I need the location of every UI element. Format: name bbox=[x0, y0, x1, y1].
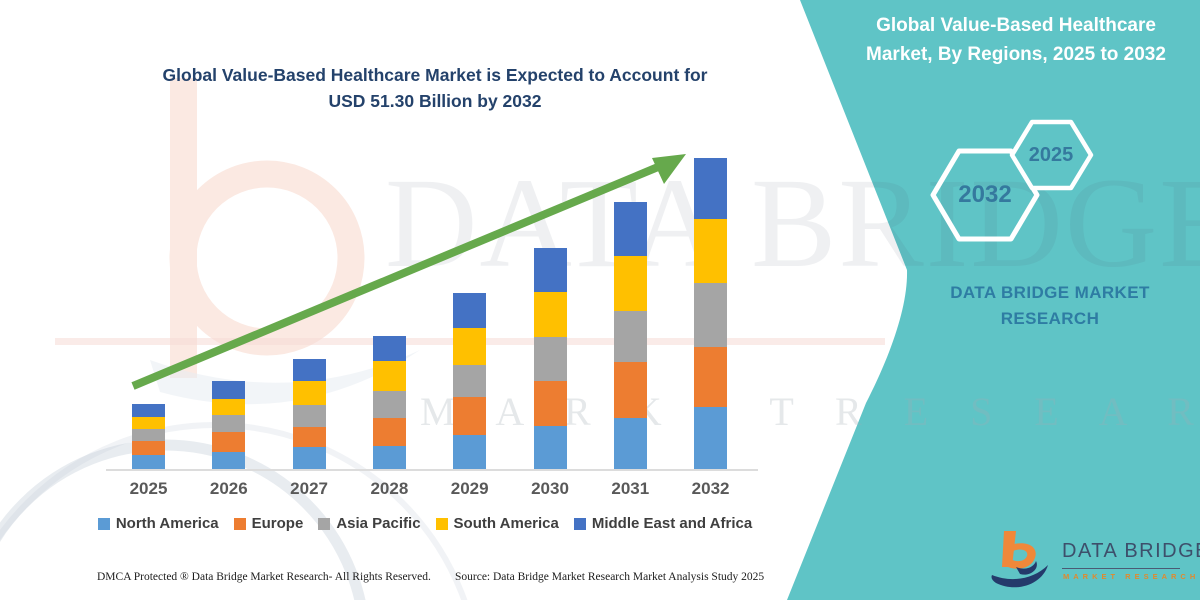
x-axis-label-2025: 2025 bbox=[129, 479, 168, 498]
logo-subtitle-text: MARKET RESEARCH bbox=[1063, 572, 1200, 581]
x-axis-label-2029: 2029 bbox=[450, 479, 489, 498]
x-axis-label-2026: 2026 bbox=[209, 479, 248, 498]
x-axis-line bbox=[106, 469, 758, 471]
side-panel-heading-line1: Global Value-Based Healthcare bbox=[876, 15, 1156, 36]
side-panel-heading-line2: Market, By Regions, 2025 to 2032 bbox=[866, 43, 1166, 65]
chart-title: Global Value-Based Healthcare Market is … bbox=[95, 62, 775, 115]
x-axis-label-2032: 2032 bbox=[691, 479, 730, 498]
legend-swatch bbox=[233, 517, 246, 530]
legend-item-middle-east-and-africa: Middle East and Africa bbox=[573, 515, 753, 532]
legend-label: North America bbox=[115, 515, 219, 532]
brand-wordmark-line1: DATA BRIDGE MARKET bbox=[950, 283, 1150, 302]
logo-name-text: DATA BRIDGE bbox=[1062, 540, 1200, 569]
legend-swatch bbox=[573, 517, 586, 530]
logo-swoosh-inner bbox=[1016, 561, 1037, 575]
hexagon-2032 bbox=[930, 148, 1040, 242]
growth-arrow-shaft bbox=[131, 163, 660, 390]
chart-legend: North America Europe Asia Pacific South Ame… bbox=[85, 515, 765, 532]
legend-label: Europe bbox=[251, 515, 304, 532]
legend-label: Asia Pacific bbox=[336, 515, 421, 532]
side-panel-heading: Global Value-Based Healthcare Market, By… bbox=[838, 12, 1194, 69]
legend-item-europe: Europe bbox=[233, 515, 304, 532]
footer-copyright: DMCA Protected ® Data Bridge Market Rese… bbox=[97, 571, 431, 583]
footer-source: Source: Data Bridge Market Research Mark… bbox=[455, 571, 765, 583]
x-axis-label-2031: 2031 bbox=[611, 479, 650, 498]
legend-swatch bbox=[435, 517, 448, 530]
hexagon-2025-label: 2025 bbox=[1028, 144, 1074, 166]
growth-arrow-head bbox=[652, 154, 686, 184]
brand-wordmark: DATA BRIDGE MARKET RESEARCH bbox=[920, 280, 1180, 333]
watermark-circle-1 bbox=[0, 439, 366, 600]
hexagon-2025 bbox=[1009, 119, 1094, 191]
hexagon-2032-label: 2032 bbox=[958, 181, 1012, 208]
legend-item-north-america: North America bbox=[97, 515, 219, 532]
legend-label: Middle East and Africa bbox=[591, 515, 753, 532]
legend-swatch bbox=[318, 517, 331, 530]
x-axis-label-2027: 2027 bbox=[290, 479, 328, 498]
logo-b-bowl bbox=[1008, 543, 1036, 569]
x-axis-label-2030: 2030 bbox=[531, 479, 569, 498]
logo-swoosh bbox=[991, 565, 1048, 588]
legend-label: South America bbox=[453, 515, 559, 532]
legend-swatch bbox=[97, 517, 110, 530]
chart-title-line2: USD 51.30 Billion by 2032 bbox=[328, 91, 542, 112]
legend-item-south-america: South America bbox=[435, 515, 559, 532]
data-bridge-logo-icon bbox=[991, 531, 1048, 588]
brand-wordmark-line2: RESEARCH bbox=[1000, 309, 1100, 329]
chart-title-line1: Global Value-Based Healthcare Market is … bbox=[162, 65, 708, 85]
logo-b-stem bbox=[1002, 531, 1016, 567]
x-axis-label-2028: 2028 bbox=[370, 479, 409, 498]
legend-item-asia-pacific: Asia Pacific bbox=[318, 515, 421, 532]
